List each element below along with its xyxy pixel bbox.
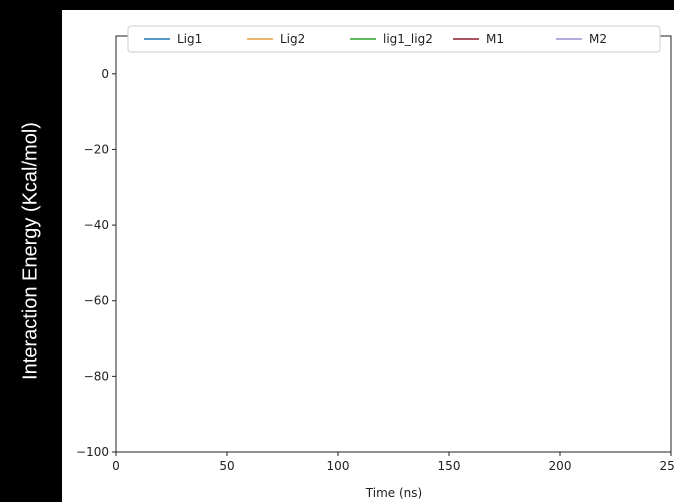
legend-label: Lig1: [177, 32, 202, 46]
x-tick-label: 0: [112, 459, 120, 473]
y-axis-ticks: 0 −20 −40 −60 −80 −100: [76, 67, 116, 459]
legend-label: M1: [486, 32, 504, 46]
y-tick-label: −40: [84, 218, 109, 232]
x-tick-label: 150: [438, 459, 461, 473]
y-tick-label: −80: [84, 369, 109, 383]
y-tick-label: 0: [101, 67, 109, 81]
y-tick-label: −20: [84, 142, 109, 156]
y-tick-label: −60: [84, 294, 109, 308]
x-tick-label: 250: [660, 459, 674, 473]
x-tick-label: 50: [219, 459, 234, 473]
x-axis-ticks: 0 50 100 150 200 250: [112, 452, 674, 473]
x-axis-title: Time (ns): [365, 486, 422, 500]
legend-label: lig1_lig2: [383, 32, 433, 46]
y-tick-label: −100: [76, 445, 109, 459]
x-tick-label: 200: [549, 459, 572, 473]
legend-label: Lig2: [280, 32, 305, 46]
plot-area: [115, 35, 672, 453]
legend-box: [127, 25, 661, 53]
y-axis-label-band: Interaction Energy (Kcal/mol): [0, 0, 62, 502]
x-tick-label: 100: [327, 459, 350, 473]
legend-label: M2: [589, 32, 607, 46]
legend: Lig1 Lig2 lig1_lig2 M1 M2: [127, 25, 661, 53]
